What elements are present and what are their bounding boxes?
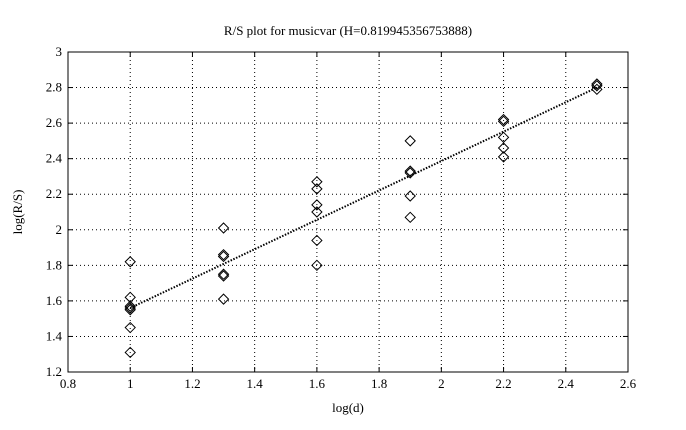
point xyxy=(124,256,136,268)
point xyxy=(404,135,416,147)
point xyxy=(311,259,323,272)
point xyxy=(497,115,510,128)
fit-line xyxy=(129,86,598,309)
y-tick-label: 2 xyxy=(56,222,63,237)
point xyxy=(217,222,230,234)
point xyxy=(311,206,323,218)
x-tick-label: 1.4 xyxy=(247,376,264,391)
point xyxy=(497,142,510,154)
point xyxy=(404,211,416,224)
point xyxy=(217,270,230,282)
y-tick-label: 1.6 xyxy=(46,293,63,308)
point xyxy=(124,346,136,359)
y-tick-label: 2.8 xyxy=(46,80,62,95)
point xyxy=(217,250,230,263)
point xyxy=(217,268,230,280)
y-tick-label: 2.6 xyxy=(46,115,63,130)
x-tick-label: 2.2 xyxy=(495,376,511,391)
point xyxy=(311,176,323,188)
x-tick-label: 2 xyxy=(438,376,445,391)
x-tick-label: 2.4 xyxy=(558,376,575,391)
chart-title: R/S plot for musicvar (H=0.8199453567538… xyxy=(224,23,472,38)
point xyxy=(591,83,603,96)
point xyxy=(217,293,230,305)
x-axis-label: log(d) xyxy=(332,400,364,415)
x-tick-label: 0.8 xyxy=(60,376,76,391)
point xyxy=(404,167,416,179)
y-tick-label: 1.4 xyxy=(46,328,63,343)
plot-frame xyxy=(67,51,629,373)
y-tick-label: 1.8 xyxy=(46,257,62,272)
y-tick-label: 1.2 xyxy=(46,364,62,379)
point xyxy=(591,80,603,92)
y-tick-label: 3 xyxy=(56,44,63,59)
point xyxy=(591,78,603,90)
point xyxy=(497,151,510,163)
x-tick-label: 1.6 xyxy=(309,376,326,391)
y-axis-label: log(R/S) xyxy=(10,190,25,235)
point xyxy=(217,248,230,261)
y-tick-label: 2.2 xyxy=(46,186,62,201)
x-tick-label: 1.2 xyxy=(184,376,200,391)
x-tick-label: 2.6 xyxy=(620,376,637,391)
point xyxy=(124,304,136,316)
point xyxy=(311,199,323,211)
x-tick-label: 1.8 xyxy=(371,376,387,391)
point xyxy=(124,300,136,312)
y-tick-label: 2.4 xyxy=(46,151,63,166)
point xyxy=(124,321,136,334)
point xyxy=(404,190,416,202)
point xyxy=(311,183,323,195)
x-tick-label: 1 xyxy=(127,376,134,391)
point xyxy=(311,234,323,247)
point xyxy=(497,113,510,126)
